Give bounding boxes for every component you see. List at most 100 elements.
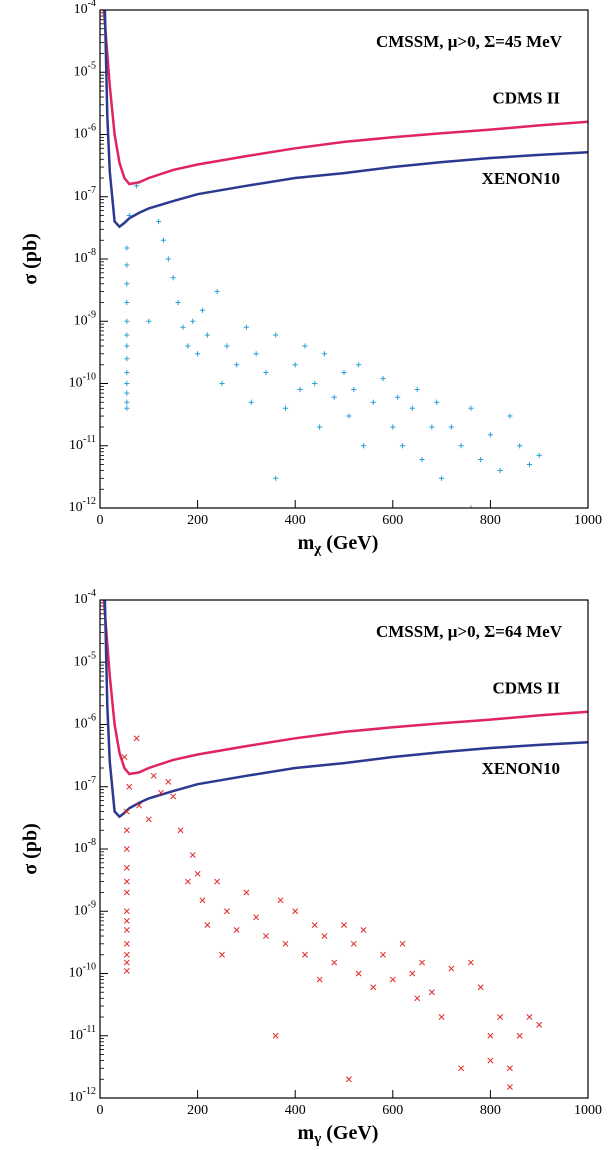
point xyxy=(253,351,259,357)
point xyxy=(199,897,206,904)
point xyxy=(124,281,130,287)
point xyxy=(204,332,210,338)
point xyxy=(360,927,367,933)
point xyxy=(439,475,445,481)
y-tick-label: 10-12 xyxy=(69,1086,96,1105)
point xyxy=(409,405,415,411)
point xyxy=(253,914,260,921)
point xyxy=(204,922,211,929)
point xyxy=(124,332,130,338)
curve xyxy=(103,600,588,819)
point xyxy=(399,443,406,449)
x-tick-label: 200 xyxy=(187,1103,208,1118)
point xyxy=(123,846,130,852)
point xyxy=(351,386,357,393)
x-tick-label: 600 xyxy=(382,513,403,528)
chart-title: CMSSM, μ>0, Σ=64 MeV xyxy=(376,622,563,641)
point xyxy=(360,443,367,449)
point xyxy=(506,1084,513,1090)
point xyxy=(134,183,140,189)
point xyxy=(414,995,421,1002)
point xyxy=(123,908,130,915)
x-tick-label: 400 xyxy=(285,1103,306,1118)
y-tick-label: 10-5 xyxy=(74,61,96,80)
point xyxy=(160,237,167,243)
point xyxy=(234,362,240,368)
point xyxy=(414,386,420,393)
point xyxy=(380,375,386,382)
point xyxy=(214,878,221,885)
point xyxy=(124,369,130,376)
point xyxy=(180,324,186,330)
y-tick-label: 10-4 xyxy=(74,588,96,607)
point xyxy=(273,475,279,481)
point xyxy=(199,307,206,313)
point xyxy=(123,917,130,924)
x-tick-label: 600 xyxy=(382,1103,403,1118)
point xyxy=(467,959,474,966)
point xyxy=(341,922,347,929)
point xyxy=(302,951,308,958)
point xyxy=(346,413,352,419)
plot-frame xyxy=(99,599,589,1099)
point xyxy=(272,1032,279,1039)
point xyxy=(355,970,362,977)
point xyxy=(194,870,201,877)
point xyxy=(123,878,130,885)
point xyxy=(356,362,362,368)
point xyxy=(516,1032,523,1039)
point xyxy=(263,369,269,376)
point xyxy=(399,940,406,947)
point xyxy=(321,351,328,357)
point xyxy=(124,318,130,324)
point xyxy=(434,399,440,405)
x-axis-label: mχ (GeV) xyxy=(298,532,379,558)
point xyxy=(282,940,289,947)
point xyxy=(126,212,132,219)
y-tick-label: 10-6 xyxy=(74,123,96,142)
point xyxy=(487,1032,494,1039)
point xyxy=(145,816,152,823)
point xyxy=(292,908,299,915)
point xyxy=(292,362,298,368)
point xyxy=(190,318,196,324)
point xyxy=(311,922,318,929)
x-tick-label: 800 xyxy=(480,1103,501,1118)
point xyxy=(468,505,474,508)
point xyxy=(219,951,225,958)
point xyxy=(380,951,386,958)
point xyxy=(536,1021,543,1028)
point xyxy=(243,324,249,330)
curve xyxy=(102,10,588,186)
point xyxy=(487,1057,494,1064)
point xyxy=(477,984,484,991)
point xyxy=(175,299,181,306)
y-tick-label: 10-11 xyxy=(69,1024,96,1043)
point xyxy=(123,959,130,966)
y-tick-label: 10-12 xyxy=(69,496,96,515)
point xyxy=(158,789,164,796)
point xyxy=(123,927,130,933)
point xyxy=(395,394,401,400)
point xyxy=(177,827,184,834)
point xyxy=(507,413,513,419)
point xyxy=(123,808,130,815)
point xyxy=(184,878,191,885)
point xyxy=(282,405,289,411)
chart-title: CMSSM, μ>0, Σ=45 MeV xyxy=(376,32,563,51)
x-tick-label: 1000 xyxy=(574,513,602,528)
point xyxy=(438,1014,445,1020)
y-tick-label: 10-6 xyxy=(74,713,96,732)
point xyxy=(331,394,337,400)
x-axis-label: mγ (GeV) xyxy=(298,1122,379,1148)
point xyxy=(517,443,523,449)
point xyxy=(123,940,130,947)
point xyxy=(277,897,284,904)
y-tick-label: 10-7 xyxy=(74,775,96,794)
y-axis-label: σ (pb) xyxy=(20,233,42,284)
point xyxy=(478,456,484,463)
point xyxy=(146,318,152,324)
x-tick-label: 0 xyxy=(97,513,104,528)
curve-label: XENON10 xyxy=(482,759,560,778)
